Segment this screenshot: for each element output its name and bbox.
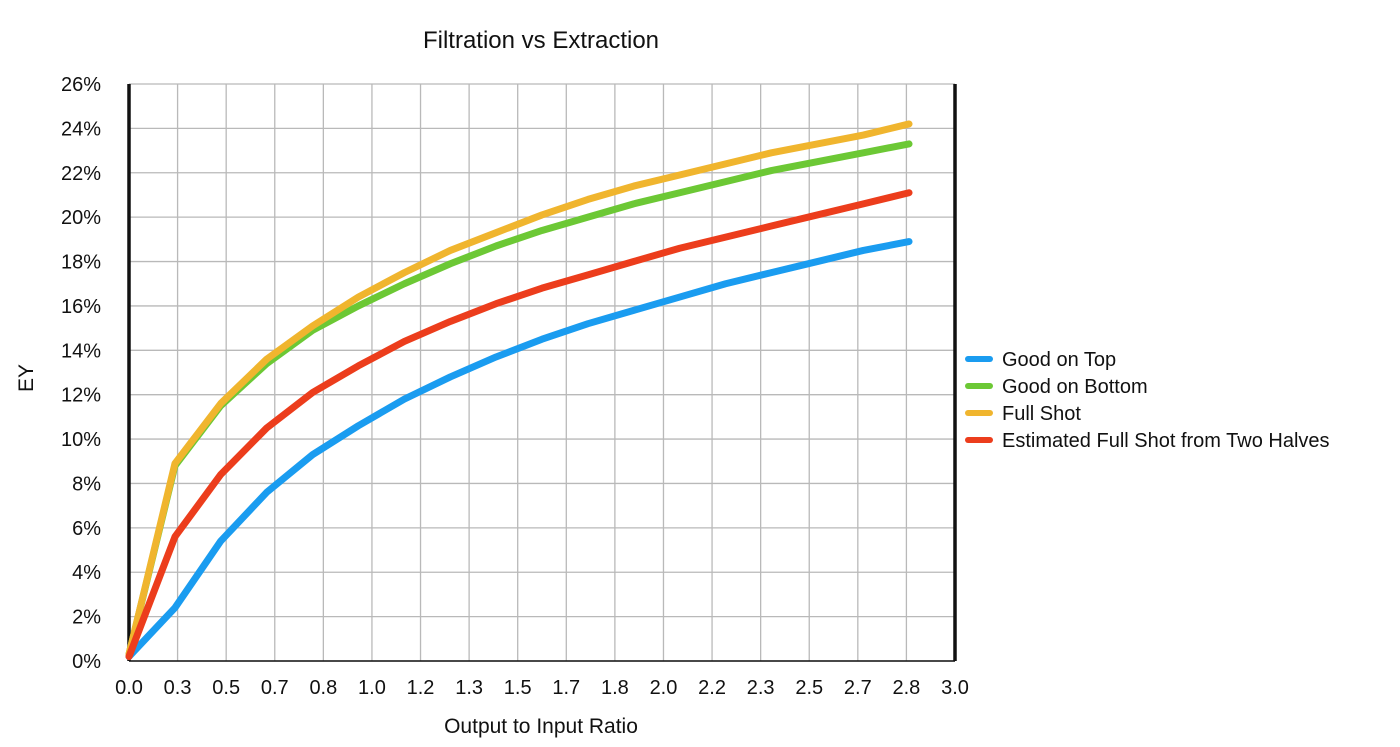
y-tick-label: 16% xyxy=(61,296,101,318)
legend: Good on Top Good on Bottom Full Shot Estima… xyxy=(965,349,1330,452)
x-tick-label: 3.0 xyxy=(941,677,969,699)
x-tick-label: 0.3 xyxy=(164,677,192,699)
legend-label: Good on Bottom xyxy=(1002,376,1148,398)
y-tick-label: 20% xyxy=(61,207,101,229)
x-tick-label: 1.0 xyxy=(358,677,386,699)
legend-label: Estimated Full Shot from Two Halves xyxy=(1002,430,1330,452)
y-tick-label: 24% xyxy=(61,118,101,140)
x-tick-label: 1.3 xyxy=(455,677,483,699)
x-tick-label: 0.7 xyxy=(261,677,289,699)
y-tick-label: 2% xyxy=(72,607,101,629)
x-tick-label: 1.8 xyxy=(601,677,629,699)
y-tick-label: 18% xyxy=(61,252,101,274)
x-tick-label: 2.8 xyxy=(893,677,921,699)
x-tick-label: 1.2 xyxy=(407,677,435,699)
y-tick-label: 4% xyxy=(72,562,101,584)
tick-labels: 0% 2% 4% 6% 8% 10% 12% 14% 16% 18% 20% 22% 24% 26% 0.0… xyxy=(61,74,969,699)
legend-label: Good on Top xyxy=(1002,349,1116,371)
legend-label: Full Shot xyxy=(1002,403,1081,425)
y-tick-label: 0% xyxy=(72,651,101,673)
chart-title: Filtration vs Extraction xyxy=(423,27,659,54)
y-tick-label: 12% xyxy=(61,385,101,407)
x-tick-label: 2.5 xyxy=(795,677,823,699)
y-tick-label: 6% xyxy=(72,518,101,540)
grid xyxy=(127,83,957,662)
x-tick-label: 2.2 xyxy=(698,677,726,699)
x-tick-label: 0.0 xyxy=(115,677,143,699)
series-line-3 xyxy=(125,189,913,661)
x-tick-label: 0.5 xyxy=(212,677,240,699)
x-tick-label: 1.7 xyxy=(552,677,580,699)
series-layer xyxy=(125,120,913,661)
y-tick-label: 8% xyxy=(72,473,101,495)
y-tick-label: 10% xyxy=(61,429,101,451)
x-axis-title: Output to Input Ratio xyxy=(444,715,638,738)
series-line-2 xyxy=(125,120,913,658)
x-tick-label: 0.8 xyxy=(309,677,337,699)
x-tick-label: 2.7 xyxy=(844,677,872,699)
y-axis-title: EY xyxy=(15,364,38,392)
series-line-0 xyxy=(125,238,913,661)
x-tick-label: 1.5 xyxy=(504,677,532,699)
y-tick-label: 14% xyxy=(61,340,101,362)
y-tick-label: 22% xyxy=(61,163,101,185)
y-tick-label: 26% xyxy=(61,74,101,96)
x-tick-label: 2.3 xyxy=(747,677,775,699)
x-tick-label: 2.0 xyxy=(650,677,678,699)
